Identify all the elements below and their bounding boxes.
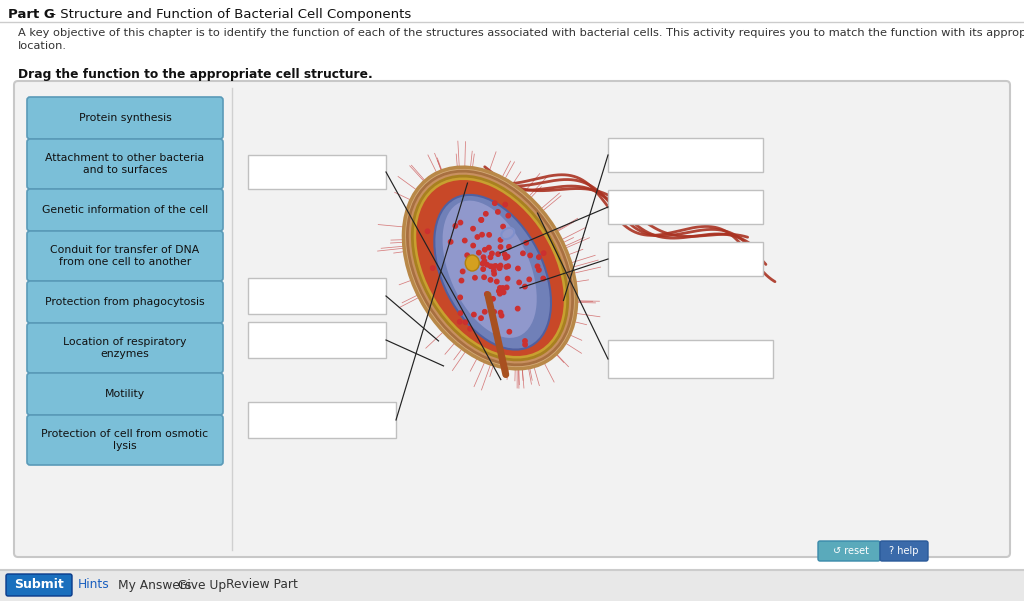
Circle shape xyxy=(501,224,505,229)
Circle shape xyxy=(505,254,510,259)
Circle shape xyxy=(486,245,492,250)
Circle shape xyxy=(449,240,453,244)
Circle shape xyxy=(490,297,496,301)
Circle shape xyxy=(522,284,527,288)
Text: Part G: Part G xyxy=(8,8,54,21)
FancyBboxPatch shape xyxy=(27,97,223,139)
Circle shape xyxy=(527,277,531,282)
Circle shape xyxy=(463,320,468,325)
Circle shape xyxy=(499,245,503,249)
Circle shape xyxy=(430,266,435,270)
FancyBboxPatch shape xyxy=(27,231,223,281)
Circle shape xyxy=(471,227,475,231)
Circle shape xyxy=(468,326,472,331)
Circle shape xyxy=(523,339,527,343)
Circle shape xyxy=(484,263,489,267)
Circle shape xyxy=(492,310,497,314)
Circle shape xyxy=(483,212,488,216)
Circle shape xyxy=(458,320,462,324)
Circle shape xyxy=(475,235,479,239)
Circle shape xyxy=(523,343,527,347)
Ellipse shape xyxy=(434,195,551,350)
Circle shape xyxy=(492,272,497,276)
Circle shape xyxy=(482,259,486,263)
FancyBboxPatch shape xyxy=(0,570,1024,601)
Circle shape xyxy=(507,245,511,249)
Text: ↺ reset: ↺ reset xyxy=(833,546,869,556)
Circle shape xyxy=(461,269,465,273)
FancyBboxPatch shape xyxy=(14,81,1010,557)
FancyBboxPatch shape xyxy=(880,541,928,561)
Circle shape xyxy=(507,329,512,334)
FancyBboxPatch shape xyxy=(608,340,773,378)
Text: - Structure and Function of Bacterial Cell Components: - Structure and Function of Bacterial Ce… xyxy=(47,8,412,21)
Text: Attachment to other bacteria
and to surfaces: Attachment to other bacteria and to surf… xyxy=(45,153,205,175)
Circle shape xyxy=(465,253,469,257)
Circle shape xyxy=(490,264,496,269)
FancyBboxPatch shape xyxy=(818,541,880,561)
Circle shape xyxy=(541,276,546,281)
Circle shape xyxy=(502,290,506,294)
Circle shape xyxy=(493,201,497,206)
Text: My Answers: My Answers xyxy=(118,579,191,591)
Circle shape xyxy=(528,253,532,258)
FancyBboxPatch shape xyxy=(6,574,72,596)
Circle shape xyxy=(479,218,483,222)
Circle shape xyxy=(505,285,509,290)
Circle shape xyxy=(503,203,508,207)
Circle shape xyxy=(454,224,458,228)
Circle shape xyxy=(498,285,502,290)
Circle shape xyxy=(497,289,501,293)
Circle shape xyxy=(479,218,483,222)
Circle shape xyxy=(471,243,475,248)
Circle shape xyxy=(489,251,495,255)
Circle shape xyxy=(495,279,499,284)
Ellipse shape xyxy=(403,167,577,369)
Circle shape xyxy=(537,255,541,259)
FancyBboxPatch shape xyxy=(248,278,386,314)
Circle shape xyxy=(469,265,473,270)
Circle shape xyxy=(503,252,507,257)
FancyBboxPatch shape xyxy=(27,281,223,323)
Ellipse shape xyxy=(416,180,564,356)
Circle shape xyxy=(501,285,505,290)
Circle shape xyxy=(496,252,501,257)
FancyBboxPatch shape xyxy=(608,190,763,224)
Circle shape xyxy=(506,213,511,218)
Text: Location of respiratory
enzymes: Location of respiratory enzymes xyxy=(63,337,186,359)
FancyBboxPatch shape xyxy=(27,373,223,415)
FancyBboxPatch shape xyxy=(608,242,763,276)
Circle shape xyxy=(537,268,541,272)
Circle shape xyxy=(517,280,521,285)
Circle shape xyxy=(492,269,496,273)
FancyBboxPatch shape xyxy=(27,189,223,231)
Circle shape xyxy=(515,307,520,311)
Circle shape xyxy=(484,292,489,296)
Circle shape xyxy=(506,276,510,281)
Circle shape xyxy=(481,255,485,260)
Circle shape xyxy=(479,316,483,320)
Circle shape xyxy=(504,264,509,269)
Text: Genetic information of the cell: Genetic information of the cell xyxy=(42,205,208,215)
Circle shape xyxy=(466,261,470,266)
Circle shape xyxy=(521,251,525,255)
Circle shape xyxy=(506,264,510,268)
Circle shape xyxy=(480,233,484,237)
Circle shape xyxy=(499,237,503,242)
Circle shape xyxy=(498,266,502,270)
Text: Drag the function to the appropriate cell structure.: Drag the function to the appropriate cel… xyxy=(18,68,373,81)
Ellipse shape xyxy=(465,255,479,271)
Circle shape xyxy=(472,313,476,317)
Text: ? help: ? help xyxy=(889,546,919,556)
FancyBboxPatch shape xyxy=(27,323,223,373)
Circle shape xyxy=(458,295,463,299)
Text: Protection from phagocytosis: Protection from phagocytosis xyxy=(45,297,205,307)
Circle shape xyxy=(516,266,520,270)
Text: Hints: Hints xyxy=(78,579,110,591)
Ellipse shape xyxy=(413,176,567,360)
Circle shape xyxy=(498,291,502,296)
Circle shape xyxy=(460,278,464,282)
Circle shape xyxy=(499,310,503,315)
Text: Review Part: Review Part xyxy=(226,579,298,591)
